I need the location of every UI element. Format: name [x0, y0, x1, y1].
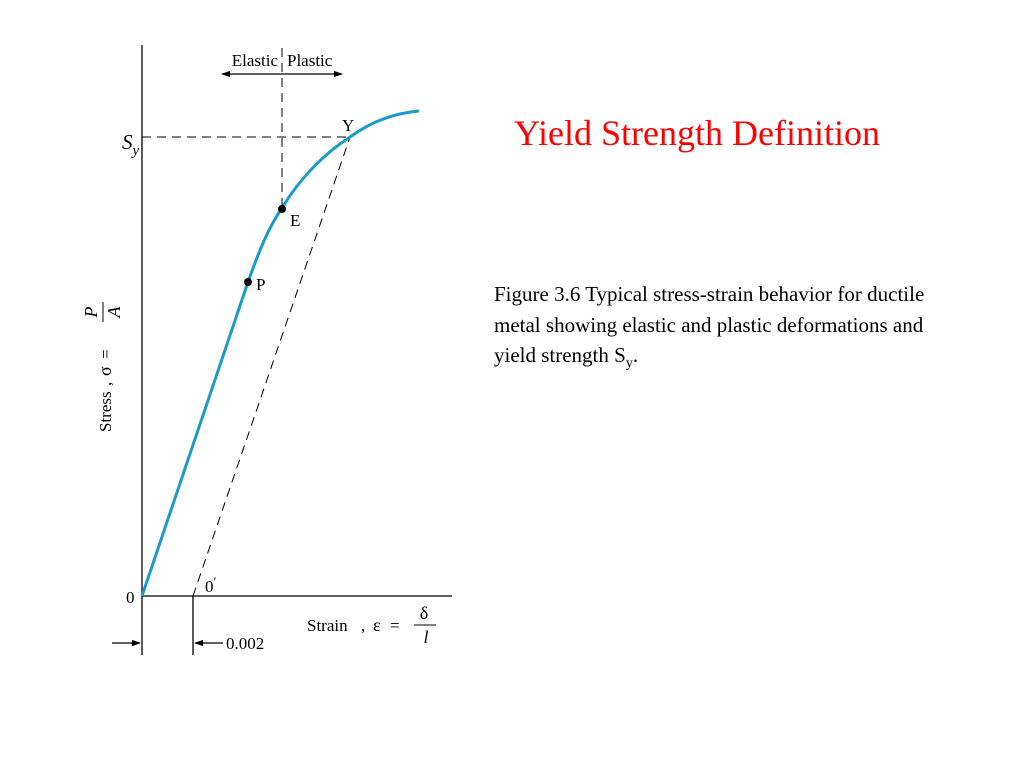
point-e-label: E — [290, 211, 300, 230]
x-axis-label: Strain , ε = δ l — [307, 603, 436, 647]
x-axis-comma: , — [361, 616, 365, 635]
elastic-label: Elastic — [232, 51, 279, 70]
point-y-label: Y — [342, 116, 354, 135]
y-axis-label: Stress , σ = P A — [81, 302, 124, 432]
offset-origin-label: 0′ — [205, 574, 217, 596]
x-axis-denominator: l — [423, 627, 428, 647]
y-axis-symbol: σ — [95, 366, 115, 376]
y-axis-word: Stress — [96, 391, 115, 432]
x-axis-word: Strain — [307, 616, 348, 635]
x-axis-numerator: δ — [420, 603, 428, 623]
x-axis-symbol: ε — [373, 615, 381, 635]
figure-caption: Figure 3.6 Typical stress-strain behavio… — [494, 279, 954, 371]
y-axis-denominator: A — [104, 306, 124, 319]
slide-title: Yield Strength Definition — [514, 113, 880, 153]
elastic-limit-point — [278, 205, 286, 213]
offset-strain-label: 0.002 — [226, 634, 264, 653]
point-p-label: P — [256, 275, 265, 294]
y-axis-equals: = — [96, 349, 115, 359]
origin-label: 0 — [126, 588, 135, 607]
stress-strain-curve — [140, 109, 420, 597]
x-axis-equals: = — [390, 616, 400, 635]
plastic-label: Plastic — [287, 51, 333, 70]
y-axis-comma: , — [96, 382, 115, 386]
caption-period: . — [632, 343, 639, 367]
yield-stress-label: Sy — [122, 130, 140, 159]
y-axis-numerator: P — [81, 307, 101, 319]
caption-subscript: y — [625, 356, 633, 371]
offset-line — [192, 136, 351, 597]
caption-text: Figure 3.6 Typical stress-strain behavio… — [494, 282, 925, 367]
proportional-limit-point — [244, 278, 252, 286]
